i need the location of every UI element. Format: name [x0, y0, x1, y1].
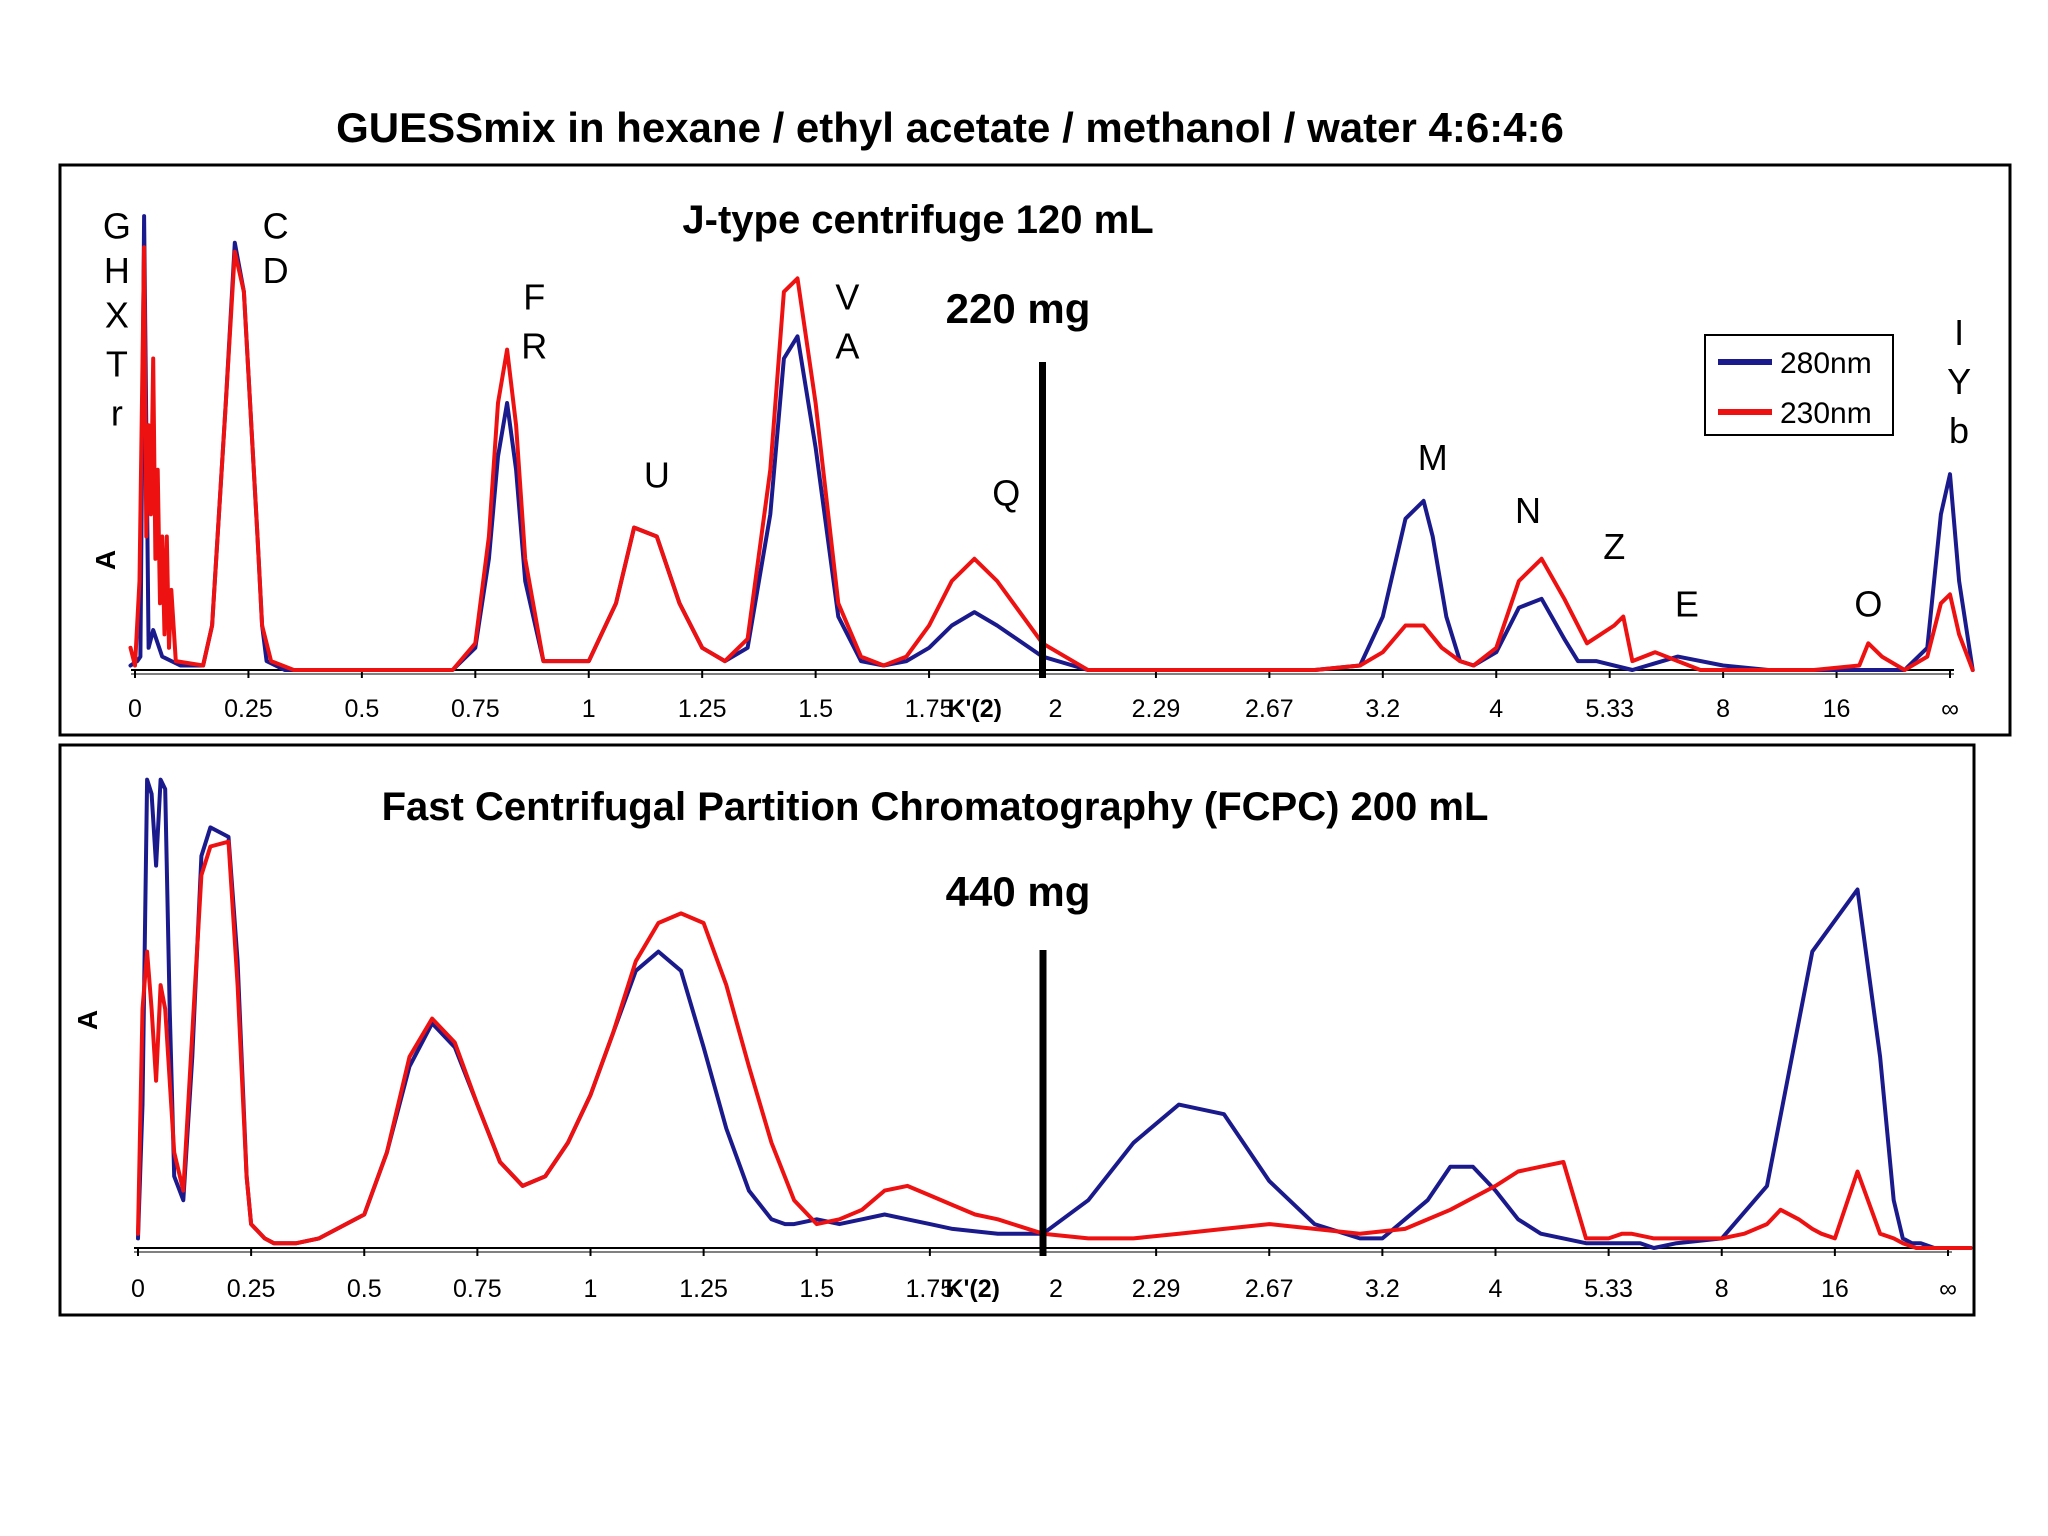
x-tick-label: 2.67 — [1245, 695, 1294, 723]
panel-1-title: J-type centrifuge 120 mL — [682, 198, 1153, 242]
peak-label: A — [835, 326, 859, 367]
x-tick-label: 0 — [128, 695, 142, 723]
x-tick-label: 1 — [582, 695, 596, 723]
peak-label: C — [263, 205, 289, 246]
x-tick-label: 0.5 — [347, 1275, 382, 1303]
series-line-230nm — [128, 245, 1975, 672]
panel-2: 0 0.25 0.5 0.75 1 1.25 1.5 1.75 2 2.29 2.67 3.2 4 5.3… — [131, 777, 1973, 1303]
x-tick-label: 16 — [1821, 1275, 1849, 1303]
panel-1-ylabel: A — [90, 550, 121, 570]
x-tick-label: 8 — [1716, 695, 1730, 723]
x-tick-label: ∞ — [1941, 695, 1959, 723]
x-tick-label: 1.5 — [799, 1275, 834, 1303]
peak-label: Z — [1603, 526, 1625, 567]
panel-2-ylabel: A — [72, 1010, 103, 1030]
x-tick-label: 2.29 — [1132, 695, 1181, 723]
peak-label: r — [111, 392, 123, 433]
x-tick-label: 3.2 — [1365, 1275, 1400, 1303]
x-tick-label: 5.33 — [1584, 1275, 1633, 1303]
peak-label: U — [644, 455, 670, 496]
legend-label-280nm: 280nm — [1780, 347, 1872, 380]
x-tick-label: 0.5 — [344, 695, 379, 723]
x-tick-label: 1.5 — [798, 695, 833, 723]
peak-label: I — [1954, 312, 1964, 353]
peak-label: N — [1515, 490, 1541, 531]
panel-1-frame — [58, 163, 2012, 737]
x-tick-label: 2 — [1049, 1275, 1063, 1303]
x-tick-label: 1.75 — [905, 695, 954, 723]
x-tick-label: 2.29 — [1132, 1275, 1181, 1303]
panel-2-frame — [58, 743, 1976, 1317]
x-tick-label: 3.2 — [1365, 695, 1400, 723]
series-line-230nm — [136, 839, 1973, 1250]
x-tick-label: 0.75 — [451, 695, 500, 723]
panel-1-mass-label: 220 mg — [946, 285, 1091, 332]
peak-label: H — [104, 250, 130, 291]
legend-label-230nm: 230nm — [1780, 397, 1872, 430]
peak-label: D — [263, 250, 289, 291]
peak-label: E — [1675, 584, 1699, 625]
x-tick-label: 1 — [584, 1275, 598, 1303]
peak-label: G — [103, 205, 131, 246]
legend-box — [1704, 334, 1894, 436]
series-line-280nm — [136, 777, 1973, 1250]
main-title: GUESSmix in hexane / ethyl acetate / met… — [336, 104, 1564, 151]
x-axis-label: K'(2) — [945, 1275, 1000, 1303]
x-tick-label: 0.25 — [224, 695, 273, 723]
peak-label: b — [1949, 410, 1969, 451]
x-tick-label: 1.25 — [678, 695, 727, 723]
x-tick-label: 2.67 — [1245, 1275, 1294, 1303]
peak-label: Y — [1947, 361, 1971, 402]
panel-1: 0 0.25 0.5 0.75 1 1.25 1.5 1.75 2 2.29 2.67 3.2 4 5.3… — [103, 205, 1975, 723]
x-tick-label: 1.25 — [679, 1275, 728, 1303]
x-tick-label: ∞ — [1939, 1275, 1957, 1303]
x-tick-label: 8 — [1715, 1275, 1729, 1303]
x-tick-label: 0 — [131, 1275, 145, 1303]
peak-label: X — [105, 294, 129, 335]
x-tick-label: 4 — [1489, 695, 1503, 723]
legend: 280nm 230nm — [1704, 334, 1894, 436]
peak-label: T — [106, 343, 128, 384]
x-tick-label: 4 — [1489, 1275, 1503, 1303]
panel-2-title: Fast Centrifugal Partition Chromatograph… — [382, 785, 1489, 829]
x-tick-label: 1.75 — [906, 1275, 955, 1303]
x-tick-label: 5.33 — [1585, 695, 1634, 723]
x-tick-label: 0.25 — [227, 1275, 276, 1303]
x-tick-label: 2 — [1049, 695, 1063, 723]
x-axis-label: K'(2) — [947, 695, 1002, 723]
x-tick-label: 0.75 — [453, 1275, 502, 1303]
peak-label: V — [835, 277, 859, 318]
peak-label: O — [1854, 584, 1882, 625]
peak-label: Q — [992, 472, 1020, 513]
peak-label: M — [1418, 437, 1448, 478]
panel-2-mass-label: 440 mg — [946, 868, 1091, 915]
x-tick-label: 16 — [1823, 695, 1851, 723]
peak-label: F — [523, 277, 545, 318]
peak-label: R — [521, 326, 547, 367]
